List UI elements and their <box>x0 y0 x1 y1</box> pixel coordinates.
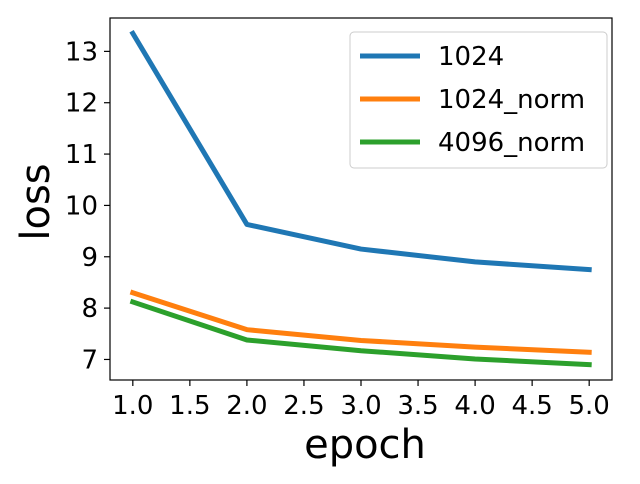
x-tick-label: 4.0 <box>454 391 495 421</box>
x-tick-label: 2.0 <box>226 391 267 421</box>
y-tick-label: 9 <box>81 243 98 273</box>
legend: 1024 1024_norm 4096_norm <box>349 31 608 169</box>
x-tick-label: 5.0 <box>569 391 610 421</box>
legend-label-2: 1024_norm <box>438 85 585 115</box>
legend-label-1: 1024 <box>438 42 504 72</box>
x-tick-label: 2.5 <box>283 391 324 421</box>
x-tick-label: 1.0 <box>112 391 153 421</box>
x-tick-label: 1.5 <box>169 391 210 421</box>
x-axis-label: epoch <box>304 422 426 468</box>
y-tick-label: 13 <box>65 37 98 67</box>
x-tick-label: 4.5 <box>511 391 552 421</box>
y-tick-label: 10 <box>65 191 98 221</box>
x-tick-label: 3.5 <box>397 391 438 421</box>
series-line-1 <box>129 29 592 273</box>
y-tick-label: 12 <box>65 89 98 119</box>
series-line-3 <box>129 298 592 368</box>
y-axis-label: loss <box>13 163 59 240</box>
y-tick-label: 8 <box>81 294 98 324</box>
legend-label-3: 4096_norm <box>438 128 585 158</box>
axes: 1.0 1.5 2.0 2.5 3.0 3.5 4.0 4.5 5.0 7 8 9 10 11 12 13 <box>65 17 613 421</box>
plot-area <box>129 29 592 368</box>
x-tick-label: 3.0 <box>340 391 381 421</box>
legend-box <box>349 31 608 169</box>
y-tick-label: 11 <box>65 140 98 170</box>
series-line-2 <box>129 289 592 355</box>
y-tick-label: 7 <box>81 345 98 375</box>
